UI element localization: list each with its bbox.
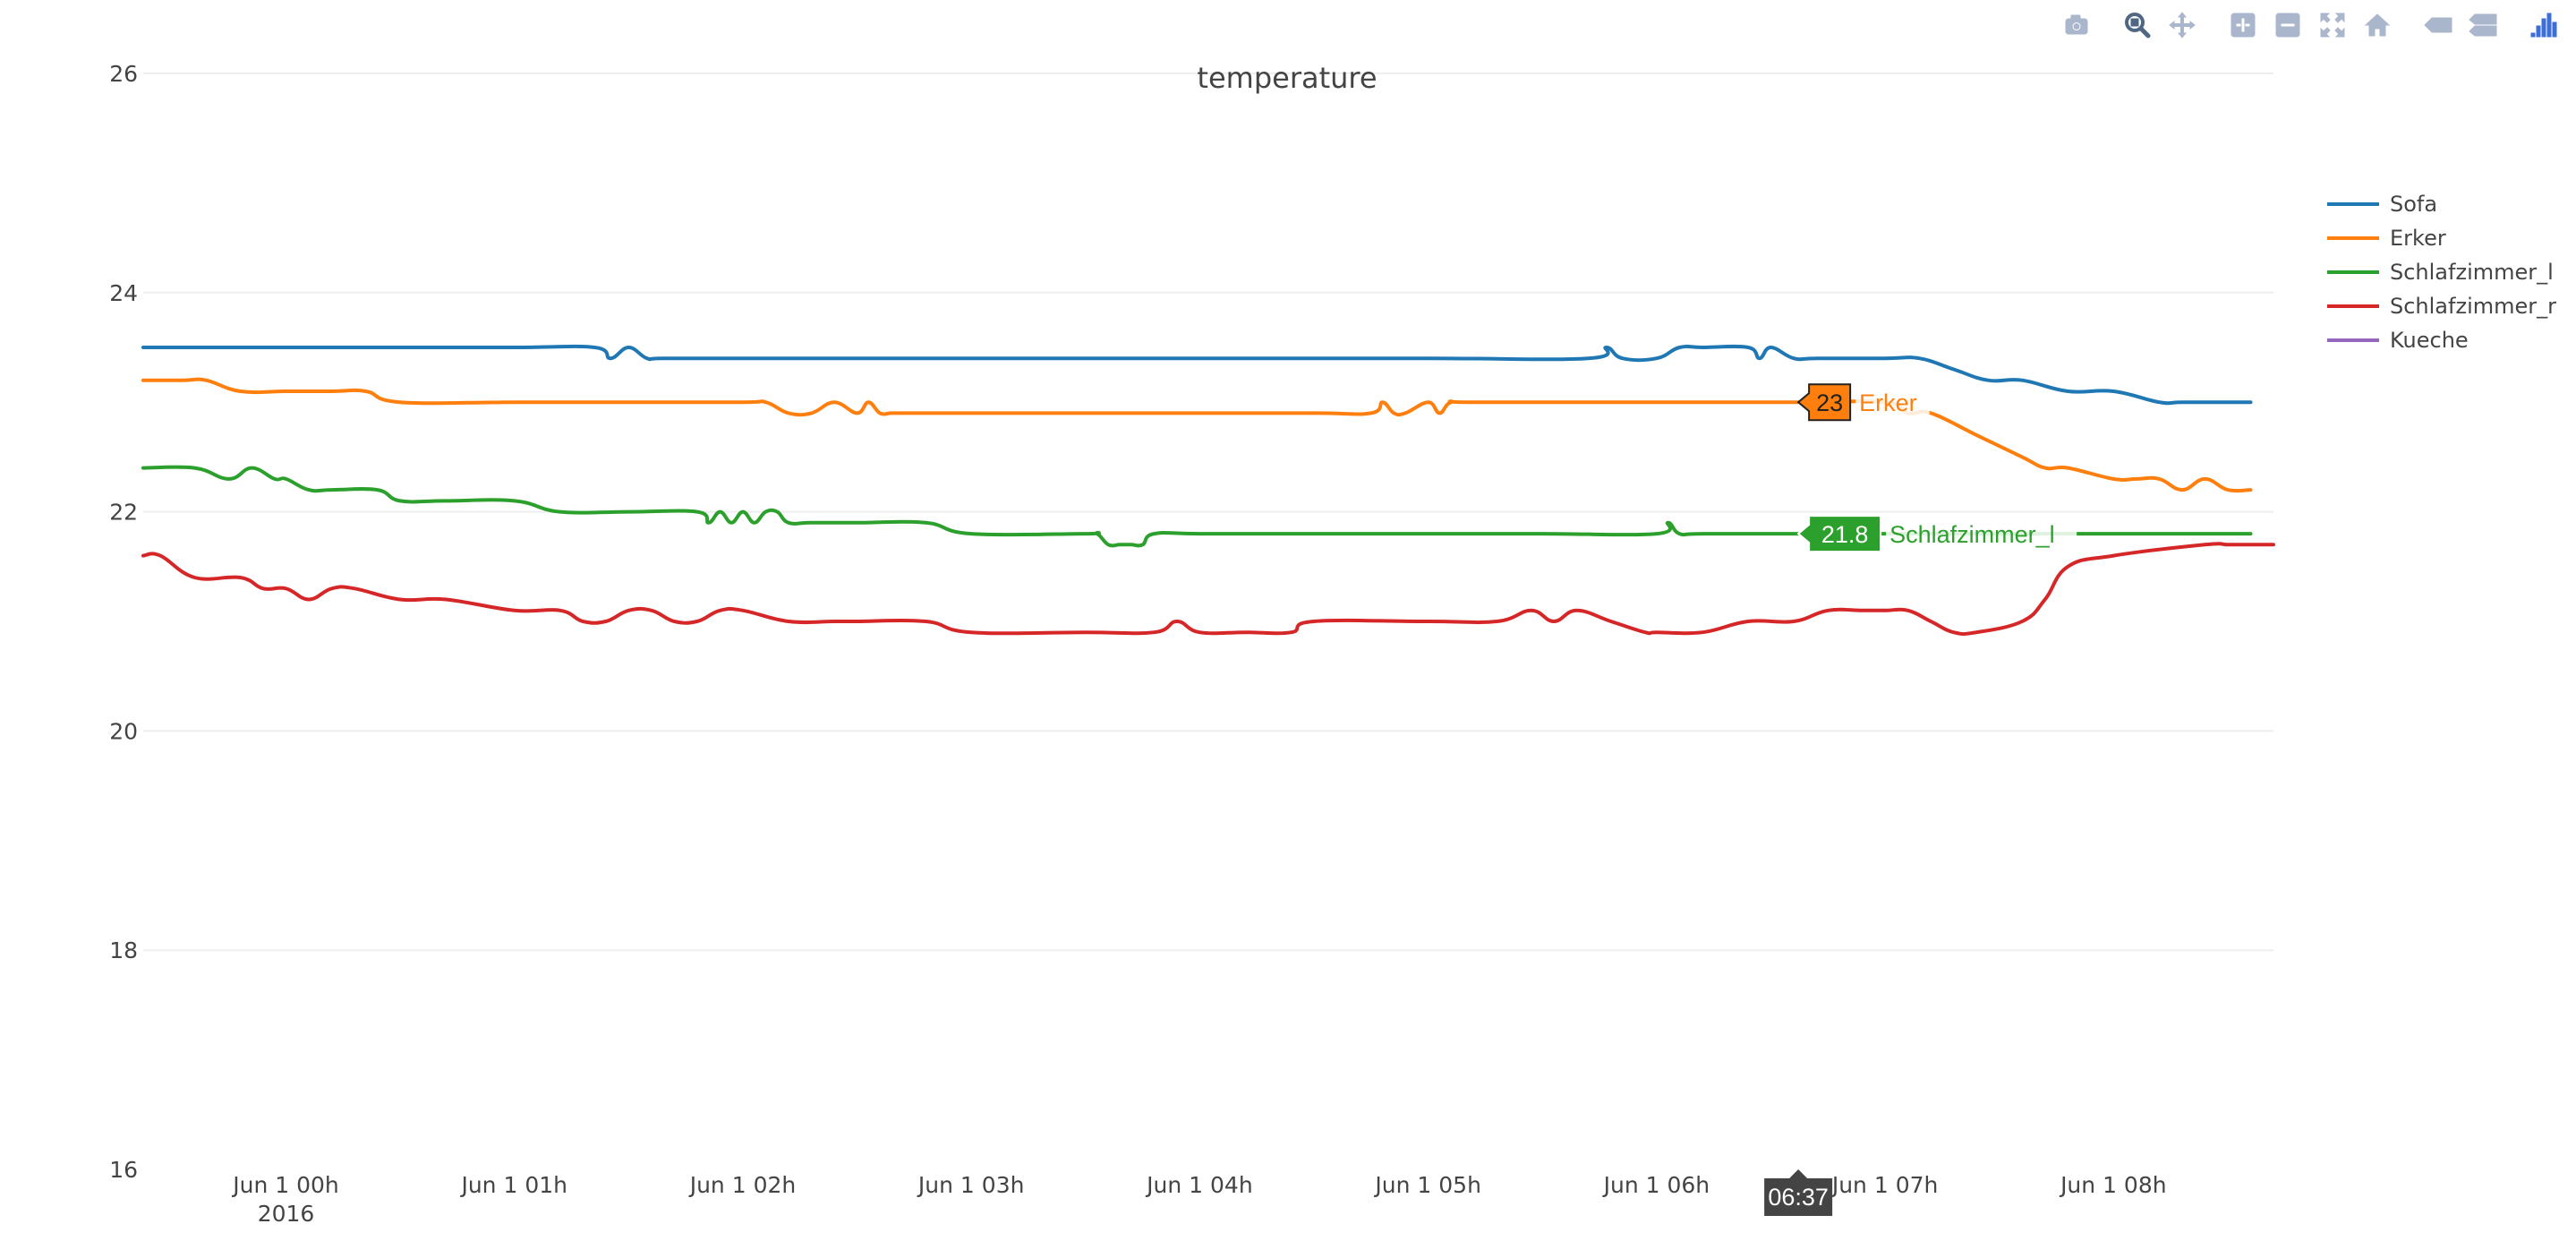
x-tick-label: Jun 1 04h xyxy=(1145,1172,1253,1198)
hover-name-bg xyxy=(1886,516,2077,552)
legend-item[interactable]: Sofa xyxy=(2327,192,2437,217)
hover-name-bg xyxy=(1855,384,1930,421)
home-button[interactable] xyxy=(2358,9,2397,41)
x-tick-label: Jun 1 07h xyxy=(1830,1172,1939,1198)
zoom-in-icon xyxy=(2231,13,2256,38)
hover-labels: 23 Erker 21.8 Schlafzimmer_l 06:37 xyxy=(1764,383,2077,1216)
hover-compare-button[interactable] xyxy=(2463,9,2503,41)
pan-icon xyxy=(2169,12,2196,39)
y-tick-label: 24 xyxy=(109,280,138,306)
hover-compare-icon xyxy=(2469,13,2497,37)
zoom-button[interactable] xyxy=(2118,9,2157,41)
legend[interactable]: Sofa Erker Schlafzimmer_l Schlafzimmer_r Kue… xyxy=(2327,192,2556,353)
grid xyxy=(143,73,2273,952)
legend-label: Sofa xyxy=(2390,192,2437,217)
hover-value: 23 xyxy=(1816,389,1843,416)
home-icon xyxy=(2364,13,2391,37)
x-axis: Jun 1 00h 2016 Jun 1 01h Jun 1 02h Jun 1 03h… xyxy=(231,1172,2166,1227)
chart-title: temperature xyxy=(1197,61,1377,95)
zoom-icon xyxy=(2125,13,2151,39)
hover-label: 23 Erker xyxy=(1796,383,1930,422)
hover-value-box xyxy=(1796,383,1852,422)
pan-button[interactable] xyxy=(2162,9,2202,41)
hover-value: 21.8 xyxy=(1821,521,1869,548)
legend-item[interactable]: Schlafzimmer_l xyxy=(2327,260,2554,285)
y-axis: 16 18 20 22 24 26 xyxy=(109,61,138,1183)
x-tick-label: Jun 1 01h xyxy=(459,1172,567,1198)
series-line-erker[interactable] xyxy=(141,377,2253,493)
plotly-logo-button[interactable] xyxy=(2524,9,2563,41)
zoom-out-button[interactable] xyxy=(2268,9,2307,41)
x-tick-label: Jun 1 02h xyxy=(688,1172,797,1198)
modebar xyxy=(2057,9,2563,41)
autoscale-button[interactable] xyxy=(2313,9,2352,41)
hover-label: 21.8 Schlafzimmer_l xyxy=(1796,515,2077,553)
x-tick-sublabel: 2016 xyxy=(258,1201,315,1227)
hover-series-name: Erker xyxy=(1859,389,1917,416)
x-tick-label: Jun 1 05h xyxy=(1373,1172,1481,1198)
x-tick-label: Jun 1 06h xyxy=(1602,1172,1710,1198)
y-tick-label: 18 xyxy=(109,937,138,963)
zoom-in-button[interactable] xyxy=(2223,9,2263,41)
hover-closest-button[interactable] xyxy=(2418,9,2458,41)
hover-x-box xyxy=(1764,1169,1833,1216)
hover-x-label: 06:37 xyxy=(1764,1169,1833,1216)
y-tick-label: 16 xyxy=(109,1157,138,1183)
hover-series-name: Schlafzimmer_l xyxy=(1889,521,2055,548)
legend-label: Schlafzimmer_r xyxy=(2390,294,2556,319)
legend-item[interactable]: Erker xyxy=(2327,226,2446,251)
legend-label: Kueche xyxy=(2390,328,2469,353)
zoom-out-icon xyxy=(2275,13,2300,38)
camera-icon xyxy=(2065,14,2088,35)
series-line-sofa[interactable] xyxy=(141,344,2253,406)
plotly-logo-icon xyxy=(2530,13,2557,38)
legend-item[interactable]: Kueche xyxy=(2327,328,2469,353)
series-line-schlafzimmer-r[interactable] xyxy=(141,542,2275,637)
x-tick-label: Jun 1 00h xyxy=(231,1172,339,1198)
hover-value-box xyxy=(1796,515,1882,553)
legend-item[interactable]: Schlafzimmer_r xyxy=(2327,294,2556,319)
autoscale-icon xyxy=(2320,13,2345,38)
plot-area[interactable] xyxy=(141,344,2275,637)
hover-x-value: 06:37 xyxy=(1768,1184,1829,1211)
y-tick-label: 26 xyxy=(109,61,138,87)
camera-button[interactable] xyxy=(2057,9,2096,41)
legend-label: Schlafzimmer_l xyxy=(2390,260,2554,285)
y-tick-label: 20 xyxy=(109,718,138,744)
hover-closest-icon xyxy=(2424,17,2452,33)
x-tick-label: Jun 1 03h xyxy=(917,1172,1025,1198)
y-tick-label: 22 xyxy=(109,500,138,526)
legend-label: Erker xyxy=(2390,226,2446,251)
x-tick-label: Jun 1 08h xyxy=(2059,1172,2167,1198)
series-line-schlafzimmer-l[interactable] xyxy=(141,465,2253,548)
